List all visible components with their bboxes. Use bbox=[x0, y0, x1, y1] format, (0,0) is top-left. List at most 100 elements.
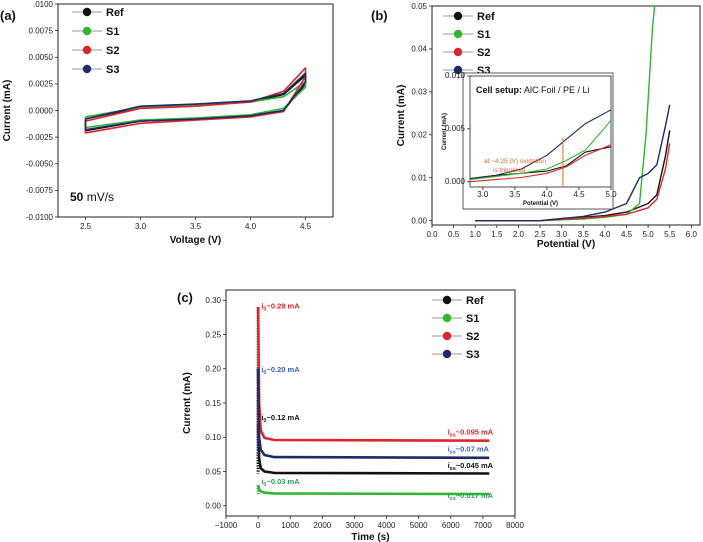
panel-c-legend-marker bbox=[442, 313, 452, 323]
panel-b-legend-marker bbox=[453, 65, 463, 75]
ca-curve-s1 bbox=[256, 484, 490, 496]
panel-a-ytick-label: -0.0050 bbox=[26, 160, 54, 169]
inset-ytick-label: 0.010 bbox=[445, 71, 466, 80]
panel-a-xtick-label: 2.5 bbox=[80, 222, 92, 231]
inset-x-axis-title: Potential (V) bbox=[523, 201, 558, 207]
panel-b-xtick-label: 1.0 bbox=[470, 230, 482, 239]
panel-a-legend-label: Ref bbox=[106, 7, 124, 19]
panel-b-label: (b) bbox=[371, 8, 388, 23]
panel-b-ytick-label: 0.05 bbox=[411, 2, 427, 11]
panel-a-ytick-label: 0.0000 bbox=[29, 106, 54, 115]
panel-c-ytick-label: 0.20 bbox=[205, 365, 221, 374]
ca-current-annotation: i0~0.03 mA bbox=[261, 477, 300, 488]
inset-curve-s3 bbox=[469, 109, 612, 180]
scan-rate-label: 50 mV/s bbox=[70, 190, 114, 204]
panel-b-ytick-label: 0.03 bbox=[411, 88, 427, 97]
panel-a-x-axis-title: Voltage (V) bbox=[170, 235, 221, 246]
panel-c-legend-marker bbox=[442, 295, 452, 305]
panel-a-xtick-label: 3.0 bbox=[135, 222, 147, 231]
inset-xtick-label: 3.5 bbox=[509, 190, 521, 199]
panel-c-ytick-label: 0.25 bbox=[205, 330, 221, 339]
inset-curve-s1 bbox=[469, 120, 612, 181]
inset-cell-setup-value: AlC Foil / PE / Li bbox=[522, 85, 590, 95]
panel-a-ytick-label: 0.0025 bbox=[29, 80, 54, 89]
panel-c-ytick-label: 0.10 bbox=[205, 433, 221, 442]
panel-b-xtick-label: 2.5 bbox=[535, 230, 547, 239]
panel-b-legend-label: S2 bbox=[477, 47, 490, 59]
inset-xtick-label: 4.5 bbox=[573, 190, 585, 199]
panel-c-legend-label: S1 bbox=[466, 313, 479, 325]
panel-a-legend-marker bbox=[82, 7, 92, 17]
panel-b-plot-frame bbox=[431, 5, 701, 226]
panel-b-ytick-label: 0.04 bbox=[411, 45, 427, 54]
panel-b-y-axis-title: Current (mA) bbox=[396, 85, 407, 147]
panel-b-xtick-label: 1.5 bbox=[491, 230, 503, 239]
scan-rate-unit: mV/s bbox=[83, 190, 114, 204]
panel-a-ytick-label: 0.0050 bbox=[29, 53, 54, 62]
panel-a-legend-marker bbox=[82, 45, 92, 55]
panel-b-xtick-label: 5.5 bbox=[664, 230, 676, 239]
inset-ytick-label: 0.005 bbox=[445, 124, 466, 133]
panel-b-xtick-label: 3.5 bbox=[578, 230, 590, 239]
panel-c-xtick-label: −1000 bbox=[215, 521, 238, 530]
inset-y-axis-title: Current (mA) bbox=[442, 113, 448, 150]
ca-current-annotation: iss~0.045 mA bbox=[448, 461, 494, 472]
panel-c-xtick-label: 8000 bbox=[506, 521, 524, 530]
inset-ytick-label: 0.000 bbox=[445, 177, 466, 186]
ca-curve-s3 bbox=[256, 368, 490, 460]
panel-b-xtick-label: 2.0 bbox=[513, 230, 525, 239]
panel-a-xtick-label: 3.5 bbox=[190, 222, 202, 231]
panel-b-legend-marker bbox=[453, 47, 463, 57]
panel-b-xtick-label: 3.0 bbox=[556, 230, 568, 239]
panel-b-xtick-label: 4.0 bbox=[599, 230, 611, 239]
panel-a-xtick-label: 4.5 bbox=[300, 222, 312, 231]
panel-c-xtick-label: 2000 bbox=[313, 521, 331, 530]
panel-a-label: (a) bbox=[0, 8, 16, 23]
cv-curve-s1 bbox=[84, 80, 307, 129]
panel-c-legend-marker bbox=[442, 349, 452, 359]
panel-b-xtick-label: 5.0 bbox=[643, 230, 655, 239]
inset-cell-setup: Cell setup: AlC Foil / PE / Li bbox=[476, 85, 590, 95]
panel-a-ytick-label: -0.0075 bbox=[26, 186, 54, 195]
panel-b-xtick-label: 4.5 bbox=[621, 230, 633, 239]
inset-curve-s2 bbox=[469, 144, 612, 183]
panel-c-ytick-label: 0.30 bbox=[205, 296, 221, 305]
panel-c-chronoamperometry-plot: −1000 0 1000 2000 3000 4000 5000 6000 7000 8000 0.… bbox=[182, 289, 524, 542]
panel-b-legend-label: Ref bbox=[477, 11, 495, 23]
panel-c-xtick-label: 6000 bbox=[442, 521, 460, 530]
scan-rate-value: 50 bbox=[70, 190, 84, 204]
ca-current-annotation: i0~0.20 mA bbox=[261, 365, 300, 376]
panel-a-ytick-label: -0.0100 bbox=[26, 213, 54, 222]
panel-a-legend-marker bbox=[82, 26, 92, 36]
panel-a-xtick-label: 4.0 bbox=[245, 222, 257, 231]
panel-b-xtick-label: 0.0 bbox=[426, 230, 438, 239]
panel-c-y-axis-title: Current (mA) bbox=[182, 372, 193, 434]
inset-xtick-label: 4.0 bbox=[541, 190, 553, 199]
ca-current-annotation: iss~0.07 mA bbox=[448, 445, 490, 456]
panel-c-label: (c) bbox=[177, 290, 193, 305]
panel-b-ytick-label: 0.00 bbox=[411, 217, 427, 226]
panel-a-legend-label: S3 bbox=[106, 64, 119, 76]
panel-c-legend-label: S2 bbox=[466, 331, 479, 343]
panel-a-ytick-label: -0.0025 bbox=[26, 133, 54, 142]
panel-a-plot-frame bbox=[57, 3, 334, 218]
panel-a-ytick-label: .0100 bbox=[33, 0, 54, 9]
ca-current-annotation: i0~0.12 mA bbox=[261, 413, 300, 424]
inset-note-line2: is triggered bbox=[493, 167, 526, 174]
inset-xtick-label: 3.0 bbox=[477, 190, 489, 199]
panel-c-xtick-label: 3000 bbox=[346, 521, 364, 530]
panel-c-xtick-label: 0 bbox=[256, 521, 261, 530]
panel-b-x-axis-title: Potential (V) bbox=[537, 239, 595, 250]
panel-c-legend-label: Ref bbox=[466, 295, 484, 307]
panel-c-ytick-label: 0.15 bbox=[205, 399, 221, 408]
panel-b-lsv-plot: 0.0 0.5 1.0 1.5 2.0 2.5 3.0 3.5 4.0 4.5 5.0 5.5 6.0 0… bbox=[396, 2, 701, 250]
inset-background bbox=[462, 72, 614, 210]
panel-c-xtick-label: 7000 bbox=[474, 521, 492, 530]
ca-current-annotation: i0~0.29 mA bbox=[261, 301, 300, 312]
panel-c-xtick-label: 1000 bbox=[281, 521, 299, 530]
panel-a-cv-plot: 2.5 3.0 3.5 4.0 4.5 -0.0100 -0.0075 -0.0050 -0.0… bbox=[2, 0, 334, 246]
panel-a-legend-label: S1 bbox=[106, 26, 119, 38]
panel-a-legend-marker bbox=[82, 64, 92, 74]
panel-b-xtick-label: 0.5 bbox=[448, 230, 460, 239]
